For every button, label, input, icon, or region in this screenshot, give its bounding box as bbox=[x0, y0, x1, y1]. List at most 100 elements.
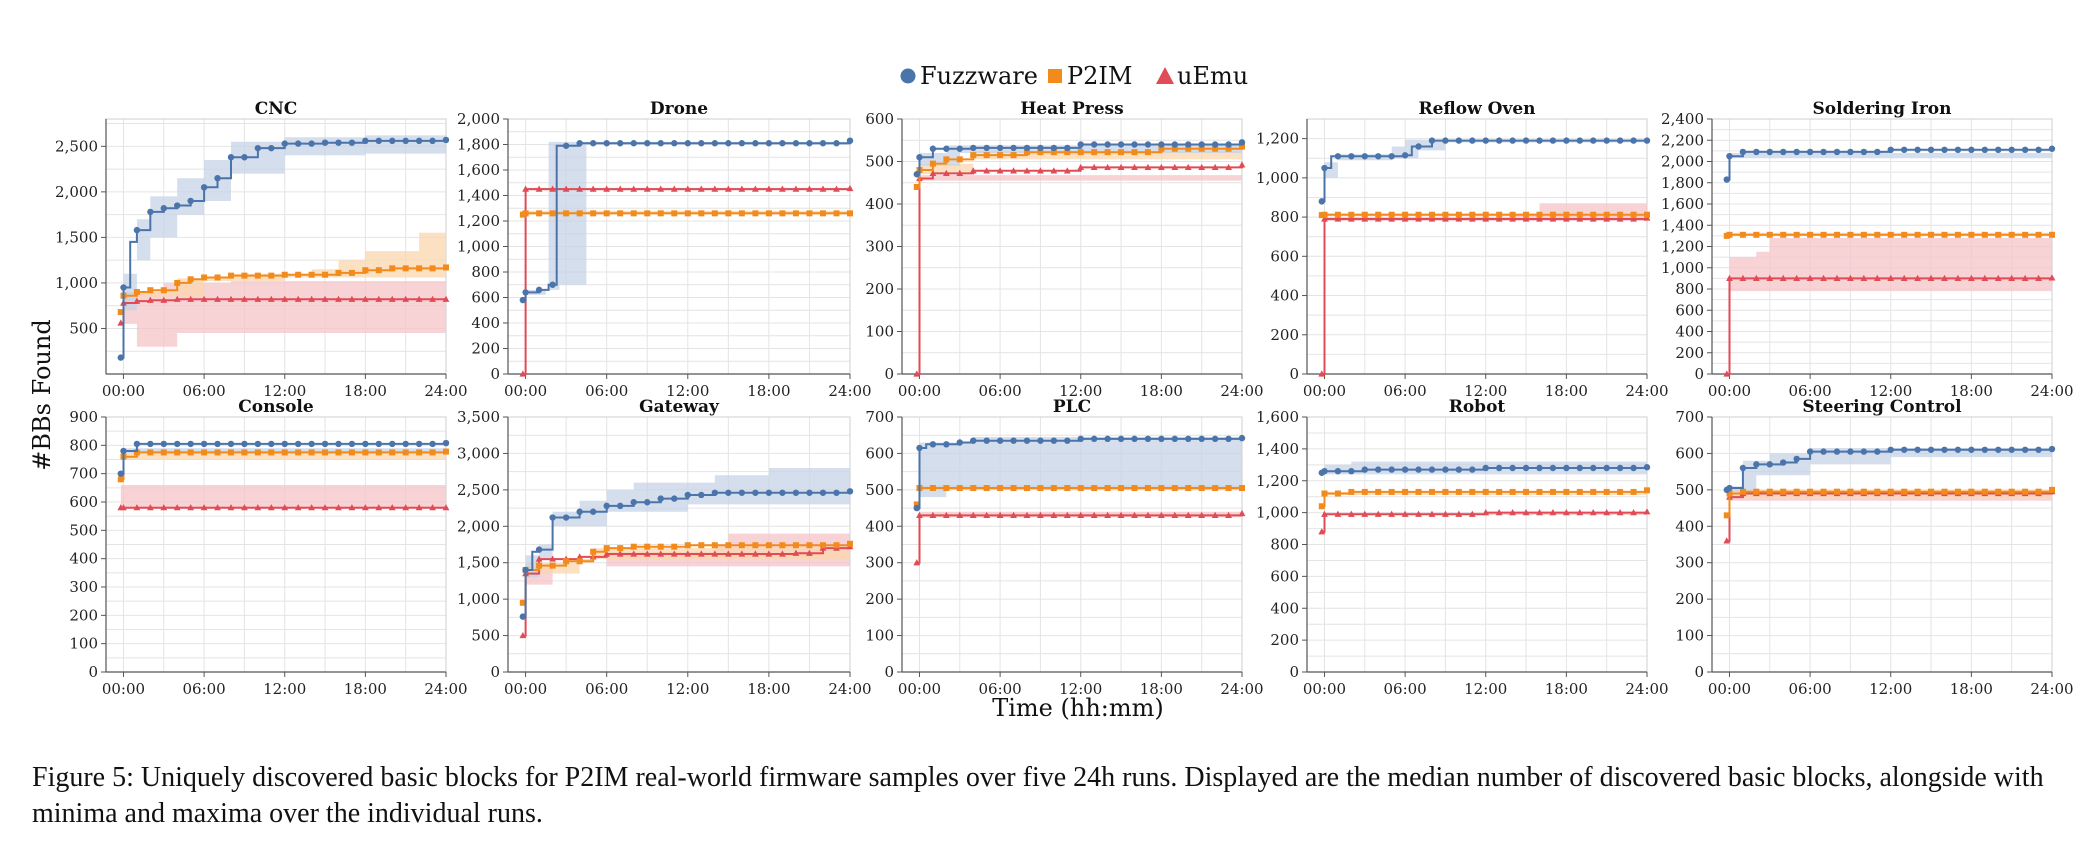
series-point-uemu bbox=[1562, 215, 1570, 222]
x-tick-label: 00:00 bbox=[898, 680, 941, 698]
series-point-fuzzware bbox=[752, 140, 759, 147]
series-point-p2im bbox=[254, 449, 261, 456]
series-point-fuzzware bbox=[1455, 137, 1463, 144]
series-point-fuzzware bbox=[335, 139, 342, 146]
series-point-fuzzware bbox=[442, 136, 450, 144]
series-point-fuzzware bbox=[1050, 144, 1058, 152]
series-point-fuzzware bbox=[983, 437, 990, 444]
series-point-uemu bbox=[711, 550, 719, 557]
series-point-p2im bbox=[2008, 231, 2015, 238]
series-point-fuzzware bbox=[1090, 435, 1098, 443]
series-point-p2im bbox=[1954, 231, 1961, 238]
x-tick-label: 06:00 bbox=[182, 680, 225, 698]
series-point-uemu bbox=[1468, 510, 1476, 517]
bands bbox=[120, 133, 447, 358]
series-point-fuzzware bbox=[1927, 446, 1935, 453]
series-point-p2im bbox=[1010, 485, 1017, 492]
series-point-uemu bbox=[361, 504, 369, 511]
series-point-p2im bbox=[1171, 485, 1178, 492]
series-point-p2im bbox=[1050, 485, 1057, 492]
legend: Fuzzware P2IM uEmu bbox=[900, 62, 1248, 90]
series-point-uemu bbox=[1455, 215, 1463, 222]
series-point-uemu bbox=[969, 511, 977, 518]
series-point-p2im bbox=[1348, 488, 1355, 495]
y-tick-label: 600 bbox=[1675, 444, 1704, 462]
series-point-p2im bbox=[738, 210, 745, 217]
series-point-p2im bbox=[201, 274, 208, 281]
series-point-uemu bbox=[1509, 509, 1517, 516]
series-point-uemu bbox=[833, 185, 840, 192]
panel-plc: PLC 0 100 200 300 400 500 600 700 00:00 06:00 12:00… bbox=[865, 397, 1263, 698]
series-point-p2im bbox=[241, 449, 248, 456]
series-point-p2im bbox=[1455, 211, 1462, 218]
x-tick-label: 18:00 bbox=[1545, 382, 1588, 400]
series-point-p2im bbox=[929, 160, 936, 167]
panel-title: Reflow Oven bbox=[1418, 99, 1535, 119]
band-fuzzware bbox=[120, 441, 447, 474]
panel-title: Steering Control bbox=[1802, 397, 1962, 417]
y-tick-label: 100 bbox=[865, 627, 894, 645]
series-point-fuzzware bbox=[1185, 435, 1192, 443]
series-point-p2im bbox=[268, 449, 275, 456]
series-point-p2im bbox=[943, 485, 950, 492]
series-point-fuzzware bbox=[1037, 437, 1044, 444]
y-tick-label: 200 bbox=[69, 606, 98, 624]
series-point-fuzzware bbox=[657, 140, 664, 147]
series-point-p2im bbox=[348, 449, 355, 456]
series-point-uemu bbox=[751, 550, 759, 557]
series-point-uemu bbox=[913, 370, 921, 377]
series-point-p2im bbox=[443, 448, 449, 455]
series-point-uemu bbox=[415, 504, 423, 511]
series-point-fuzzware bbox=[1968, 446, 1975, 453]
series-point-fuzzware bbox=[160, 205, 167, 212]
series-point-fuzzware bbox=[1900, 146, 1908, 154]
y-tick-label: 400 bbox=[69, 550, 98, 568]
band-p2im bbox=[120, 230, 447, 313]
series-point-fuzzware bbox=[549, 514, 556, 521]
bands bbox=[1726, 146, 2052, 374]
series-point-p2im bbox=[1144, 149, 1151, 156]
series-point-p2im bbox=[281, 271, 288, 278]
series-point-p2im bbox=[1549, 488, 1556, 495]
series-point-fuzzware bbox=[1171, 141, 1179, 148]
series-point-fuzzware bbox=[1442, 466, 1449, 473]
series-point-p2im bbox=[1536, 488, 1543, 495]
series-point-p2im bbox=[443, 264, 449, 271]
series-point-fuzzware bbox=[1522, 464, 1530, 472]
series-point-fuzzware bbox=[2008, 446, 2015, 453]
series-point-uemu bbox=[806, 185, 813, 192]
series-point-uemu bbox=[1238, 509, 1246, 517]
y-tick-label: 3,000 bbox=[457, 444, 500, 462]
series-point-fuzzware bbox=[1630, 137, 1637, 144]
bands bbox=[120, 441, 447, 510]
series-point-uemu bbox=[1643, 508, 1651, 515]
series-point-fuzzware bbox=[1723, 176, 1730, 183]
panel-console: Console 0 100 200 300 400 500 600 700 800 900 00:00… bbox=[69, 397, 467, 698]
series-point-uemu bbox=[1144, 511, 1152, 518]
series-line-uemu bbox=[1726, 277, 2053, 375]
series-point-uemu bbox=[576, 185, 584, 192]
series-line-uemu bbox=[916, 513, 1243, 564]
y-tick-label: 1,500 bbox=[55, 228, 98, 246]
series-point-fuzzware bbox=[120, 284, 127, 291]
series-point-uemu bbox=[956, 511, 964, 518]
series-point-uemu bbox=[1941, 274, 1948, 281]
series-point-p2im bbox=[1874, 488, 1881, 495]
series-point-p2im bbox=[227, 272, 234, 279]
series-point-uemu bbox=[942, 169, 950, 176]
series-point-p2im bbox=[1630, 211, 1637, 218]
y-tick-label: 1,400 bbox=[457, 187, 500, 205]
series-point-uemu bbox=[1144, 163, 1152, 171]
y-tick-label: 800 bbox=[1675, 280, 1704, 298]
series-point-fuzzware bbox=[1023, 144, 1031, 152]
series-point-uemu bbox=[819, 185, 827, 192]
x-tick-label: 24:00 bbox=[1625, 382, 1668, 400]
series-point-fuzzware bbox=[1847, 448, 1854, 455]
series-point-fuzzware bbox=[1198, 141, 1205, 148]
series-point-uemu bbox=[1334, 215, 1342, 222]
series-point-fuzzware bbox=[1643, 137, 1651, 144]
series-point-uemu bbox=[792, 549, 800, 556]
series-point-p2im bbox=[214, 274, 221, 281]
series-point-fuzzware bbox=[1321, 467, 1328, 475]
x-tick-label: 18:00 bbox=[1950, 382, 1993, 400]
